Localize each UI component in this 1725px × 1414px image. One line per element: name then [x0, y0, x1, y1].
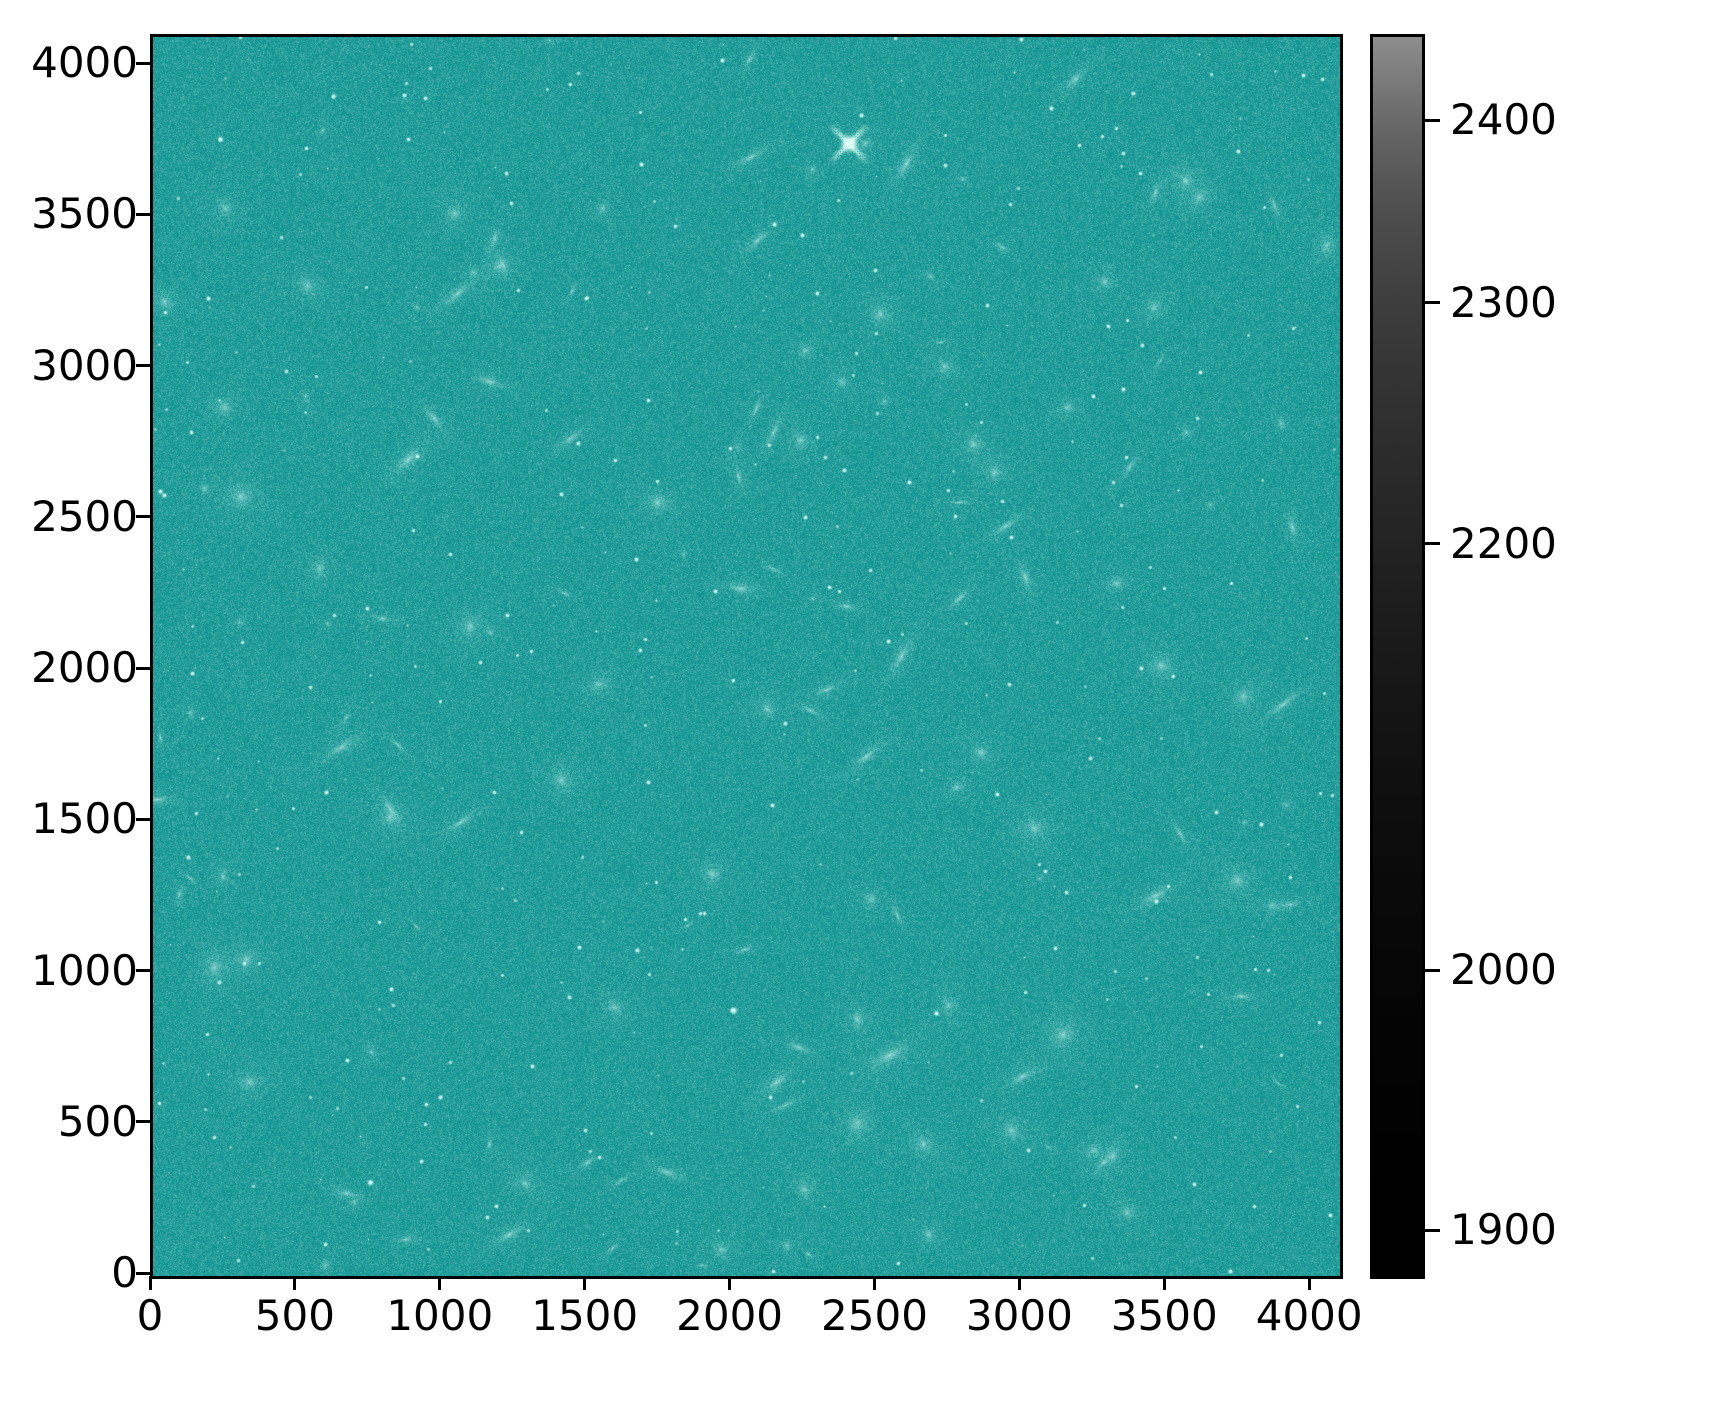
y-ticklabel: 3000 [31, 340, 138, 390]
colorbar[interactable] [1370, 34, 1425, 1279]
y-ticklabel: 1000 [31, 945, 138, 995]
y-tick [136, 515, 150, 519]
sky-image [153, 37, 1340, 1276]
colorbar-tick [1425, 118, 1440, 122]
y-tick [136, 969, 150, 972]
y-tick [136, 1120, 150, 1124]
y-tick [136, 666, 150, 670]
x-ticklabel: 2000 [676, 1291, 784, 1340]
x-ticklabel: 0 [136, 1291, 164, 1340]
x-ticklabel: 4000 [1255, 1291, 1363, 1340]
x-tick [438, 1276, 442, 1290]
x-ticklabel: 1500 [531, 1291, 639, 1340]
x-ticklabel: 1000 [386, 1291, 494, 1340]
colorbar-tick [1425, 301, 1440, 305]
colorbar-ticklabel: 2000 [1450, 945, 1557, 995]
x-tick [1017, 1276, 1021, 1290]
x-ticklabel: 3000 [965, 1291, 1073, 1340]
x-ticklabel: 500 [254, 1291, 335, 1340]
colorbar-ticklabel: 2200 [1450, 518, 1557, 568]
y-tick [136, 364, 150, 368]
y-ticklabel: 4000 [31, 38, 138, 88]
x-ticklabel: 2500 [821, 1291, 928, 1340]
y-tick [136, 1271, 150, 1275]
x-ticklabel: 3500 [1110, 1291, 1218, 1340]
x-tick [1307, 1276, 1311, 1290]
y-ticklabel: 3500 [31, 189, 138, 239]
x-tick [293, 1276, 297, 1290]
y-tick [136, 212, 150, 216]
x-tick [872, 1276, 876, 1290]
x-tick [1162, 1276, 1166, 1290]
colorbar-tick [1425, 1228, 1440, 1232]
x-tick [728, 1276, 732, 1290]
y-ticklabel: 0 [111, 1248, 138, 1297]
x-tick [148, 1276, 152, 1290]
colorbar-tick [1425, 542, 1440, 546]
sky-image-axes[interactable] [150, 34, 1343, 1279]
colorbar-tick [1425, 968, 1440, 972]
y-ticklabel: 500 [57, 1096, 138, 1146]
y-ticklabel: 1500 [31, 794, 138, 844]
y-ticklabel: 2000 [31, 643, 138, 693]
y-ticklabel: 2500 [31, 491, 138, 541]
x-tick [583, 1276, 587, 1290]
colorbar-ticklabel: 2400 [1450, 95, 1557, 145]
y-tick [136, 817, 150, 821]
colorbar-ticklabel: 1900 [1450, 1205, 1557, 1255]
y-tick [136, 61, 150, 65]
colorbar-gradient [1373, 37, 1422, 1276]
colorbar-ticklabel: 2300 [1450, 277, 1557, 327]
